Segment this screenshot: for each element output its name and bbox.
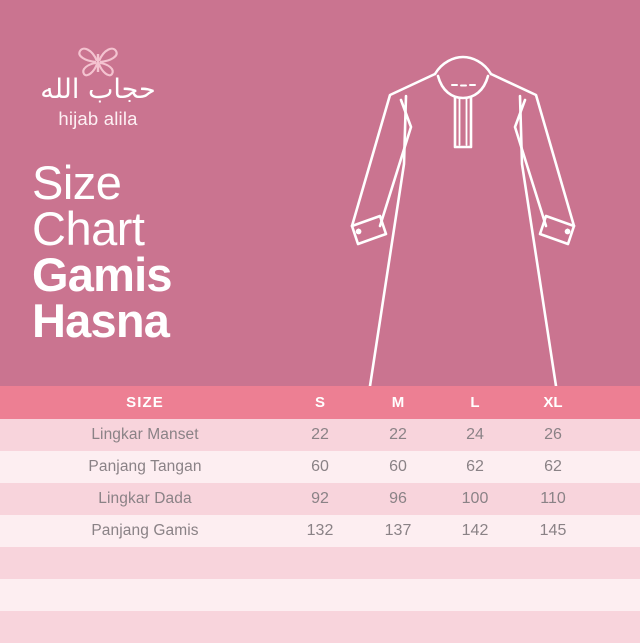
- row-value-s: 132: [306, 522, 334, 539]
- title-line-gamis: Gamis: [32, 248, 172, 302]
- row-value-m: 60: [389, 458, 407, 475]
- row-value-l: 100: [461, 490, 489, 507]
- brand-latin-name: hijab alila: [58, 108, 138, 129]
- gamis-dress-illustration: [318, 14, 608, 397]
- table-row-empty: [0, 611, 640, 643]
- table-row: Lingkar Dada 92 96 100 110: [0, 483, 640, 515]
- hero-banner: حجاب الله hijab alila Size Chart Gamis H…: [18, 42, 576, 388]
- table-row: Panjang Tangan 60 60 62 62: [0, 451, 640, 483]
- row-value-xl: 26: [544, 426, 562, 443]
- table-row: Lingkar Manset 22 22 24 26: [0, 419, 640, 451]
- row-value-l: 24: [466, 426, 484, 443]
- row-label: Lingkar Manset: [91, 426, 199, 443]
- table-header-row: SIZE S M L XL: [0, 386, 640, 419]
- row-value-s: 92: [311, 490, 329, 507]
- row-label: Panjang Gamis: [91, 522, 199, 539]
- row-label: Panjang Tangan: [88, 458, 202, 475]
- row-value-xl: 62: [544, 458, 562, 475]
- row-value-m: 96: [389, 490, 407, 507]
- row-value-s: 22: [311, 426, 329, 443]
- brand-logo: حجاب الله hijab alila: [18, 42, 178, 142]
- header-size-l: L: [470, 394, 480, 411]
- header-size-s: S: [314, 394, 325, 411]
- title-line-chart: Chart: [32, 202, 145, 256]
- page-title: Size Chart Gamis Hasna: [32, 156, 302, 348]
- table-row: Panjang Gamis 132 137 142 145: [0, 515, 640, 547]
- row-value-l: 62: [466, 458, 484, 475]
- table-row-empty: [0, 547, 640, 579]
- header-size-m: M: [391, 394, 405, 411]
- brand-arabic-name: حجاب الله: [40, 74, 156, 105]
- row-value-m: 137: [384, 522, 412, 539]
- header-size-xl: XL: [543, 394, 563, 411]
- row-label: Lingkar Dada: [98, 490, 192, 507]
- butterfly-icon: [18, 42, 178, 78]
- row-value-s: 60: [311, 458, 329, 475]
- table-row-empty: [0, 579, 640, 611]
- title-line-size: Size: [32, 156, 122, 209]
- row-value-xl: 110: [540, 490, 566, 507]
- title-line-hasna: Hasna: [32, 294, 170, 348]
- row-value-l: 142: [461, 522, 489, 539]
- row-value-m: 22: [389, 426, 407, 443]
- size-chart-table: SIZE S M L XL Lingkar Manset 22 22 24 26…: [0, 386, 640, 643]
- row-value-xl: 145: [539, 522, 567, 539]
- header-label-size: SIZE: [126, 394, 164, 411]
